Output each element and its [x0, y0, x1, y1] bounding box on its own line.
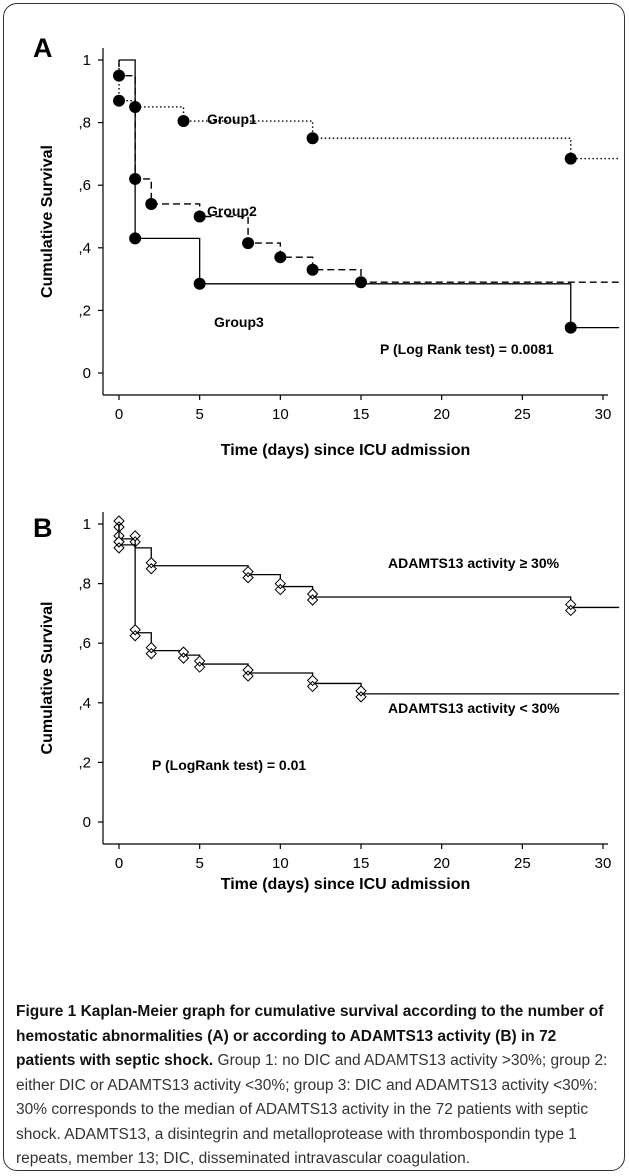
series-label: Group3 — [214, 314, 264, 330]
series-label: Group1 — [207, 111, 257, 127]
event-marker — [177, 115, 190, 128]
event-marker — [564, 152, 577, 165]
survival-step-line — [118, 524, 620, 695]
censor-marker-upper — [306, 674, 319, 687]
censor-marker-upper — [129, 530, 141, 542]
y-tick-label: 1 — [83, 516, 91, 533]
event-marker — [193, 277, 206, 290]
x-tick-label: 30 — [595, 406, 612, 423]
censor-marker-upper — [274, 577, 287, 590]
p-value-annotation: P (Log Rank test) = 0.0081 — [380, 341, 554, 357]
x-tick-label: 25 — [514, 855, 531, 872]
censor-marker-lower — [274, 583, 287, 596]
y-tick-label: ,6 — [78, 177, 91, 194]
censor-marker-lower — [306, 594, 319, 606]
event-marker — [564, 321, 577, 334]
y-axis-title: Cumulative Survival — [39, 602, 56, 755]
x-tick-label: 25 — [514, 406, 531, 423]
y-tick-label: ,2 — [78, 754, 91, 771]
x-axis-title: Time (days) since ICU admission — [221, 442, 471, 459]
censor-marker-lower — [242, 670, 254, 682]
x-tick-label: 15 — [353, 855, 370, 872]
x-axis-title: Time (days) since ICU admission — [221, 876, 471, 893]
censor-marker-upper — [242, 565, 254, 578]
y-tick-label: 0 — [83, 814, 91, 831]
x-tick-label: 0 — [115, 406, 123, 423]
censor-marker-upper — [129, 624, 141, 636]
caption-body: Group 1: no DIC and ADAMTS13 activity >3… — [16, 1052, 608, 1167]
censor-marker-upper — [565, 598, 577, 611]
censor-marker-upper — [113, 536, 125, 548]
event-marker — [306, 132, 319, 145]
y-tick-label: ,8 — [78, 115, 91, 132]
caption-title: Figure 1 Kaplan-Meier graph for cumulati… — [16, 1003, 604, 1069]
y-tick-label: 1 — [83, 52, 91, 69]
y-tick-label: ,8 — [78, 576, 91, 593]
y-tick-label: 0 — [83, 365, 91, 382]
series-label: ADAMTS13 activity ≥ 30% — [388, 555, 560, 571]
survival-step-line — [119, 59, 620, 329]
x-tick-label: 5 — [195, 855, 203, 872]
censor-marker-upper — [355, 685, 367, 697]
event-marker — [355, 276, 367, 289]
censor-marker-lower — [193, 661, 206, 673]
x-tick-label: 15 — [353, 406, 370, 423]
censor-marker-lower — [113, 542, 125, 554]
censor-marker-lower — [242, 571, 254, 584]
event-marker — [306, 263, 319, 276]
figure-caption: Figure 1 Kaplan-Meier graph for cumulati… — [16, 1000, 616, 1172]
censor-marker-lower — [145, 563, 157, 575]
censor-marker-lower — [355, 691, 367, 703]
x-tick-label: 10 — [272, 406, 289, 423]
censor-marker-lower — [306, 680, 319, 693]
y-tick-label: ,6 — [78, 635, 91, 652]
event-marker — [113, 69, 125, 82]
survival-step-line — [118, 60, 620, 160]
series-label: Group2 — [207, 203, 257, 219]
censor-marker-lower — [565, 604, 577, 617]
censor-marker-lower — [177, 652, 190, 664]
event-marker — [242, 237, 255, 250]
x-tick-label: 20 — [433, 855, 450, 872]
event-marker — [129, 232, 142, 245]
p-value-annotation: P (LogRank test) = 0.01 — [152, 757, 306, 773]
censor-marker-upper — [242, 664, 254, 676]
event-marker — [274, 251, 287, 264]
figure-frame — [3, 3, 625, 1171]
censor-marker-lower — [145, 647, 157, 660]
x-tick-label: 20 — [433, 406, 450, 423]
censor-marker-lower — [129, 630, 141, 642]
censor-marker-upper — [306, 588, 319, 600]
x-tick-label: 10 — [272, 855, 289, 872]
censor-marker-upper — [145, 641, 157, 654]
x-tick-label: 30 — [595, 855, 612, 872]
censor-marker-upper — [193, 655, 206, 667]
censor-marker-upper — [177, 646, 190, 658]
survival-step-line — [118, 60, 620, 283]
panel-label-b: B — [33, 513, 53, 543]
event-marker — [145, 197, 158, 210]
panel-label-a: A — [33, 33, 53, 63]
x-tick-label: 5 — [195, 406, 203, 423]
event-marker — [193, 210, 206, 223]
censor-marker-upper — [145, 557, 157, 569]
series-label: ADAMTS13 activity < 30% — [388, 700, 560, 716]
y-tick-label: ,4 — [78, 695, 91, 712]
y-tick-label: ,2 — [78, 302, 91, 319]
x-tick-label: 0 — [115, 855, 123, 872]
y-axis-title: Cumulative Survival — [39, 145, 56, 298]
event-marker — [113, 94, 125, 107]
y-tick-label: ,4 — [78, 240, 91, 257]
